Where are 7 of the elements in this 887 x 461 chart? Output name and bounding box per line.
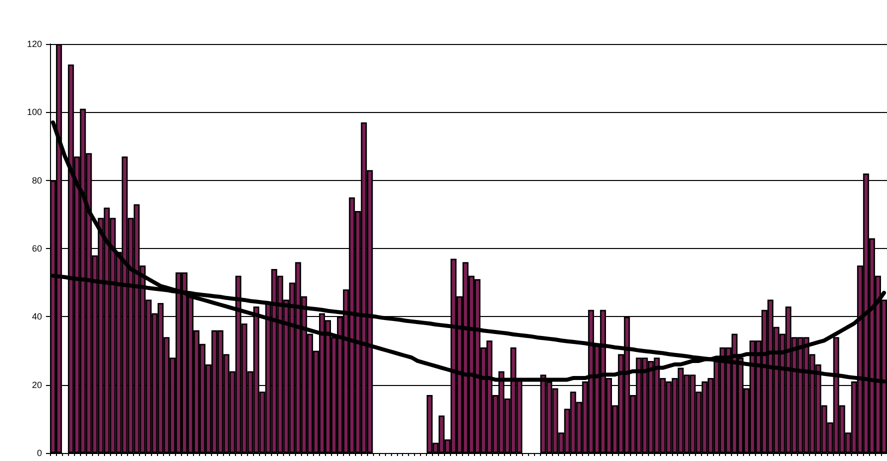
y-tick-label: 20 — [32, 380, 42, 390]
y-tick-label: 100 — [26, 107, 42, 118]
y-tick-label: 120 — [26, 39, 42, 49]
y-tick-label: 80 — [32, 175, 42, 186]
y-tick-label: 0 — [36, 448, 42, 458]
y-tick-label: 40 — [32, 312, 42, 322]
y-tick-label: 60 — [32, 244, 42, 254]
